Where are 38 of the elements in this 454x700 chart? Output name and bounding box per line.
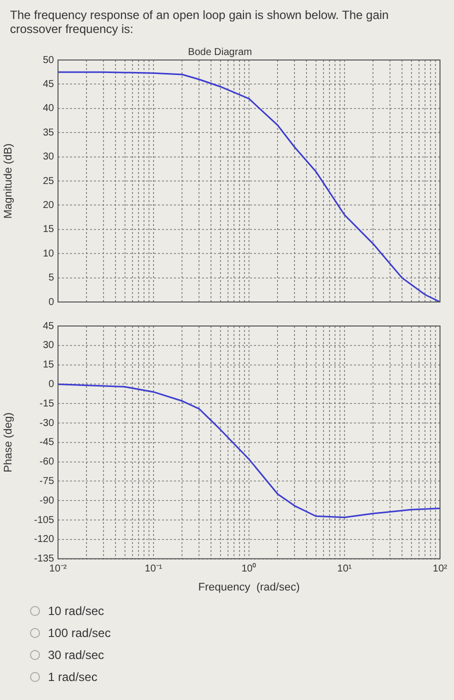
y-tick-label: 15 bbox=[42, 360, 54, 371]
text: 10 rad/sec bbox=[48, 604, 104, 618]
x-axis-title: Frequency (rad/sec) bbox=[198, 581, 300, 594]
y-tick-label: 20 bbox=[42, 200, 54, 211]
y-tick-label: 50 bbox=[42, 54, 54, 66]
y-tick-label: 45 bbox=[42, 78, 54, 90]
y-tick-label: 30 bbox=[42, 340, 54, 352]
y-tick-label: 35 bbox=[42, 127, 54, 138]
x-tick-label: 10⁻¹ bbox=[144, 564, 163, 575]
y-tick-label: 0 bbox=[48, 378, 54, 390]
y-tick-label: 5 bbox=[48, 272, 54, 284]
y-tick-label: -120 bbox=[34, 534, 54, 546]
y-tick-label: 45 bbox=[42, 320, 54, 332]
text: 1 rad/sec bbox=[48, 670, 98, 684]
y-tick-label: 15 bbox=[42, 224, 54, 236]
x-tick-label: 10² bbox=[432, 564, 448, 575]
x-tick-label: 10⁰ bbox=[241, 562, 257, 575]
text: 30 rad/sec bbox=[48, 648, 104, 662]
y-tick-label: -30 bbox=[40, 418, 54, 429]
y-tick-label: -135 bbox=[34, 554, 54, 565]
y-tick-label: -15 bbox=[40, 398, 54, 410]
y-tick-label: 25 bbox=[42, 176, 54, 187]
chart-subtitle: Bode Diagram bbox=[188, 46, 252, 58]
text: 100 rad/sec bbox=[48, 626, 111, 640]
y-tick-label: -45 bbox=[40, 437, 54, 448]
x-tick-label: 10⁻² bbox=[49, 564, 68, 575]
y-axis-title: Phase (deg) bbox=[2, 412, 15, 472]
y-tick-label: 30 bbox=[42, 152, 54, 163]
y-axis-title: Magnitude (dB) bbox=[2, 143, 15, 219]
y-tick-label: 40 bbox=[42, 103, 54, 114]
y-tick-label: -75 bbox=[40, 476, 54, 487]
x-tick-label: 10¹ bbox=[337, 564, 352, 575]
chart-title: The frequency response of an open loop gain is shown below. The gain crossover frequency is: bbox=[10, 8, 390, 36]
y-tick-label: -105 bbox=[34, 514, 54, 526]
y-tick-label: 0 bbox=[48, 296, 54, 308]
y-tick-label: 10 bbox=[42, 248, 54, 260]
y-tick-label: -60 bbox=[40, 456, 54, 468]
y-tick-label: -90 bbox=[40, 495, 54, 506]
